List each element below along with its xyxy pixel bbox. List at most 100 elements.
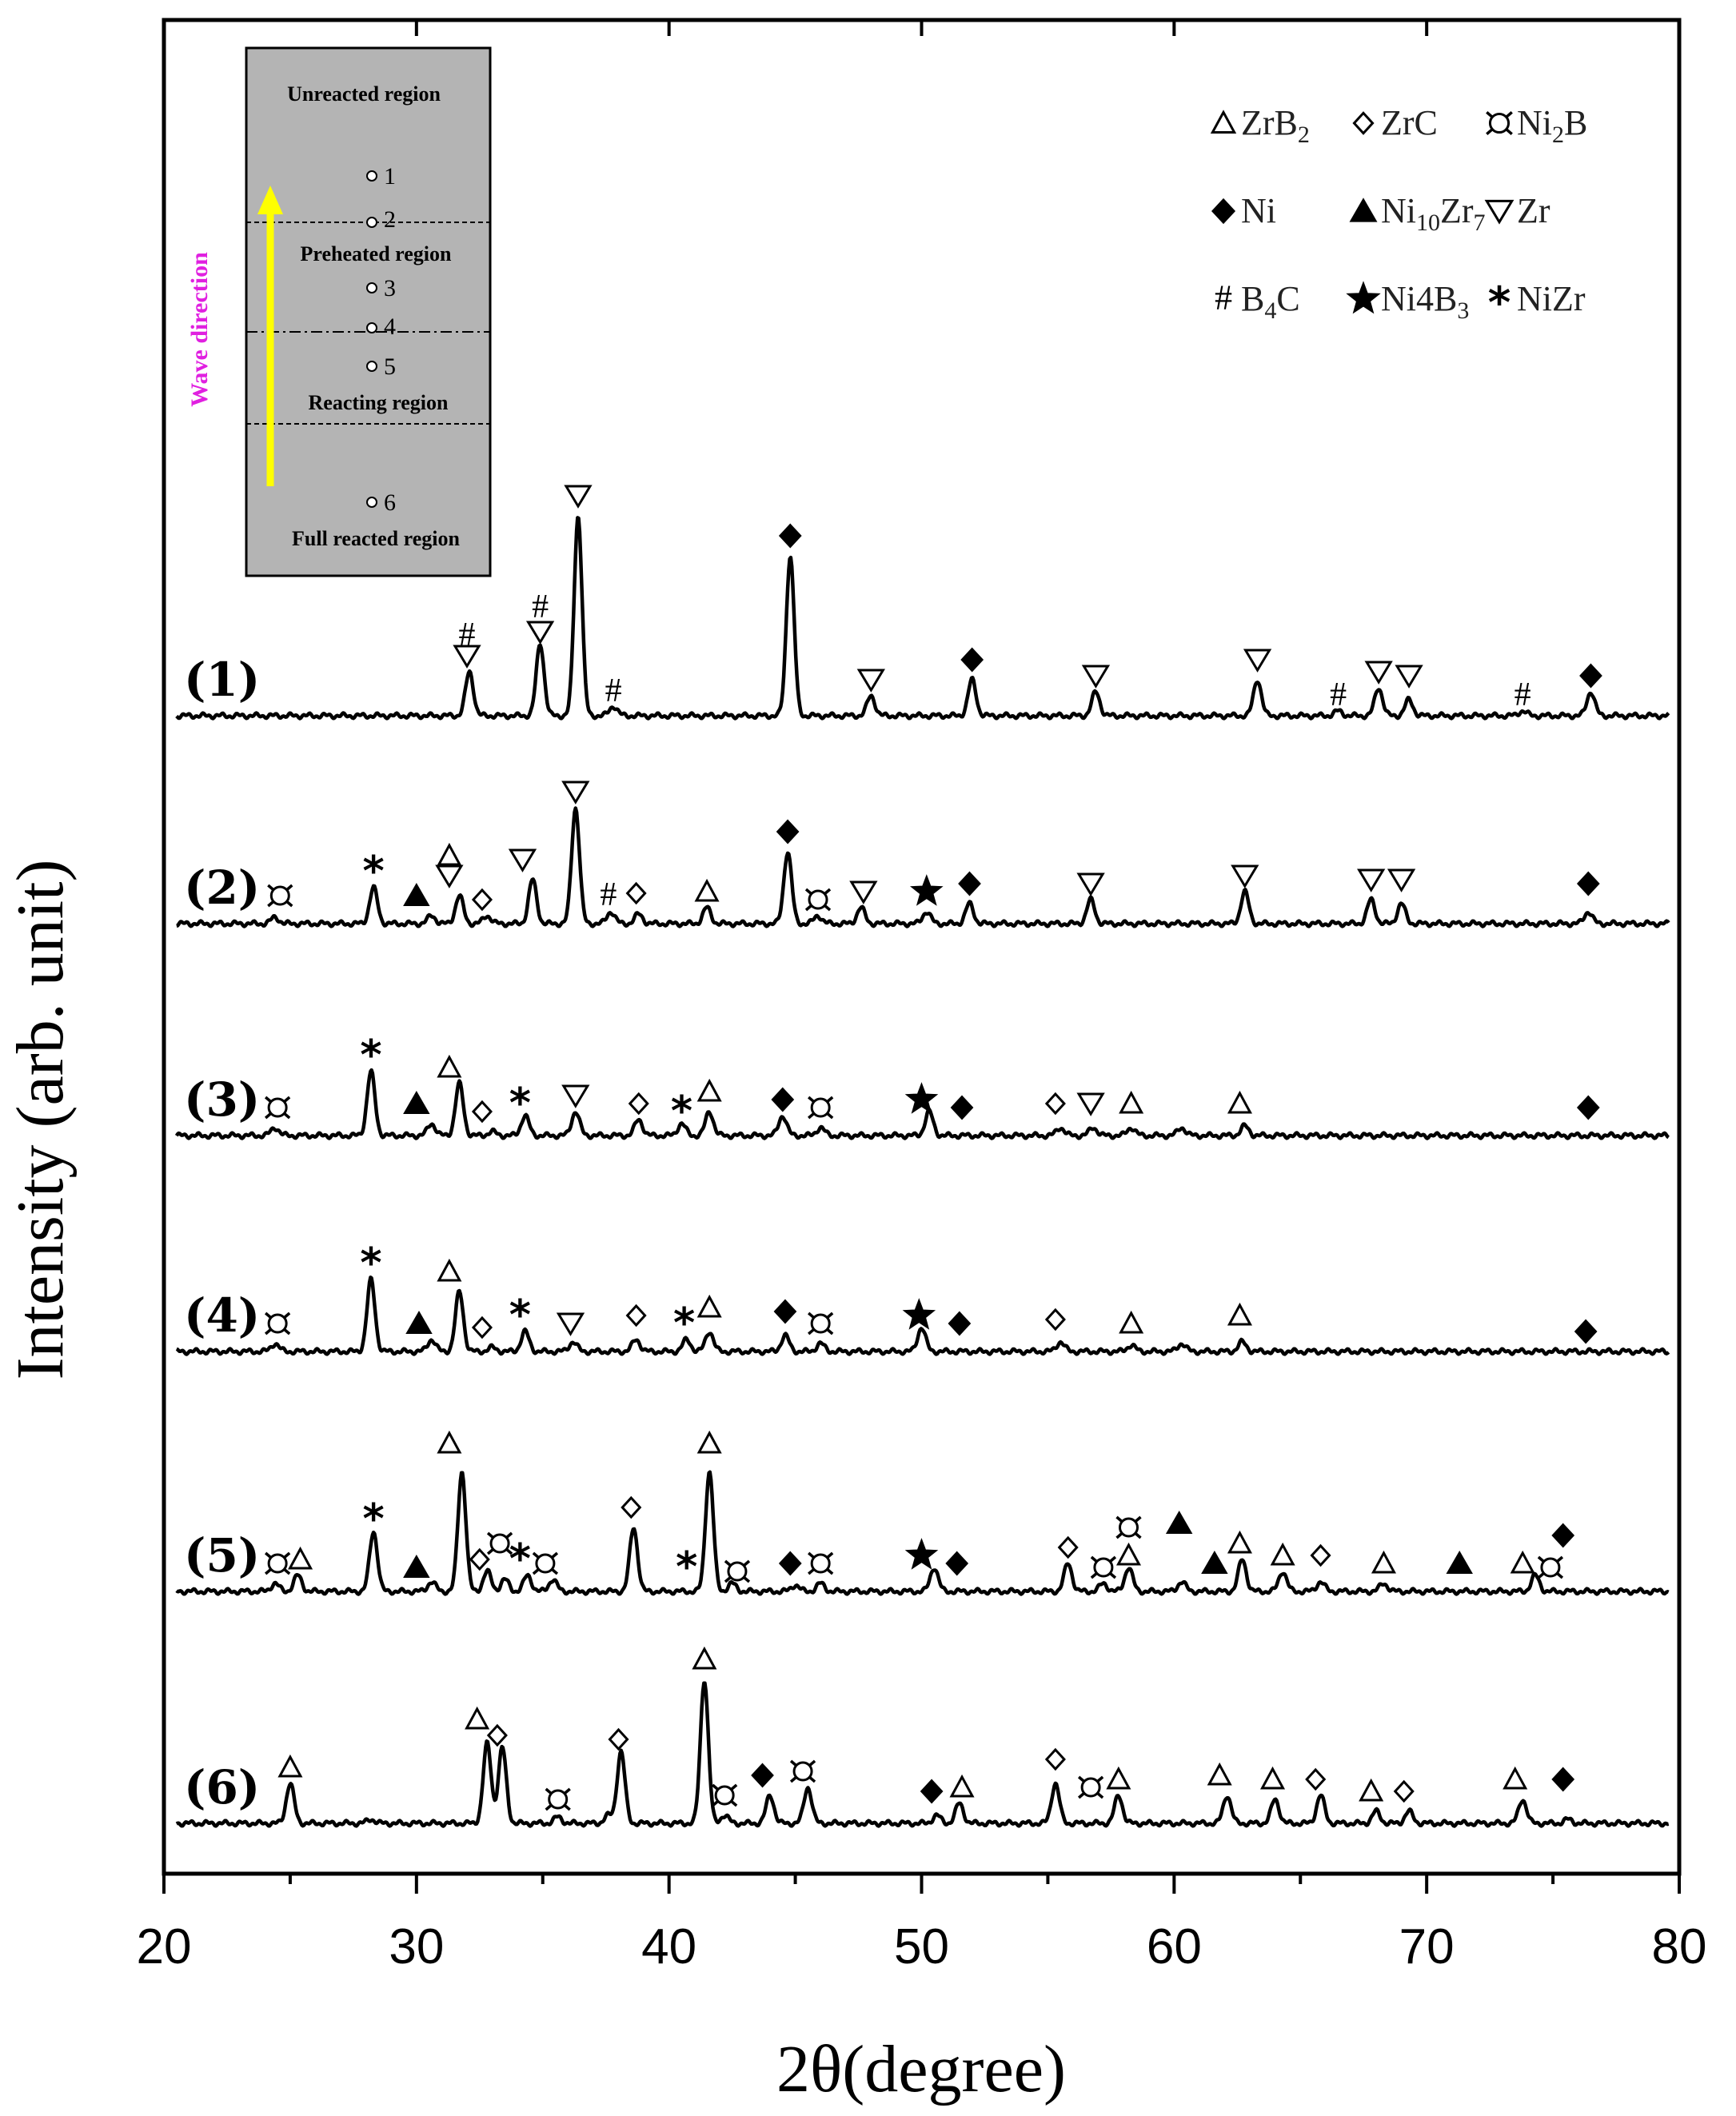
hash-marker-icon: #: [1330, 677, 1347, 713]
svg-text:6: 6: [384, 489, 396, 516]
tri-down-marker-icon: [1484, 199, 1515, 225]
legend-entry: Ni4B3: [1346, 279, 1469, 324]
diamond-open-marker-icon: [1044, 1092, 1066, 1116]
tri-down-marker-icon: [1076, 872, 1105, 896]
diamond-filled-marker-icon: [1576, 871, 1600, 896]
tri-open-marker-icon: [1503, 1766, 1528, 1790]
asterisk-marker-icon: *: [360, 1032, 381, 1080]
legend-entry: Ni10Zr7: [1349, 191, 1486, 236]
ni2b-marker-icon: [724, 1559, 751, 1583]
svg-text:*: *: [673, 1300, 695, 1347]
tri-open-marker-icon: [1227, 1530, 1252, 1554]
tri-filled-marker-icon: [403, 882, 430, 906]
tri-down-marker-icon: [849, 880, 878, 904]
svg-text:*: *: [363, 848, 385, 896]
diamond-open-marker-icon: [1057, 1535, 1079, 1559]
tri-open-marker-icon: [696, 1078, 722, 1102]
tri-open-marker-icon: [1259, 1766, 1286, 1790]
sample-label-5: (5): [184, 1528, 260, 1583]
tri-down-marker-icon: [1231, 864, 1259, 888]
tri-down-marker-icon: [564, 485, 593, 509]
diamond-open-marker-icon: [1044, 1308, 1066, 1331]
tri-open-marker-icon: [1210, 110, 1237, 134]
diamond-open-marker-icon: [628, 1092, 649, 1116]
diamond-filled-marker-icon: [960, 647, 984, 673]
legend-entry: Ni: [1211, 191, 1276, 230]
xrd-trace-4: [175, 1276, 1670, 1356]
tri-open-marker-icon: [696, 1294, 722, 1318]
tri-open-marker-icon: [694, 878, 720, 902]
ni2b-marker-icon: [264, 1551, 291, 1575]
legend-entry: ZrC: [1352, 103, 1438, 142]
legend-entry: * NiZr: [1488, 277, 1586, 328]
inset-region-label: Unreacted region: [287, 82, 441, 106]
svg-text:4: 4: [384, 313, 396, 340]
diamond-filled-marker-icon: [1551, 1523, 1575, 1548]
tri-down-marker-icon: [1081, 665, 1111, 689]
legend-entry: Ni2B: [1486, 103, 1587, 148]
tri-open-marker-icon: [1371, 1550, 1396, 1574]
svg-text:*: *: [1488, 277, 1511, 328]
inset-region-label: Reacting region: [309, 391, 449, 414]
diamond-filled-marker-icon: [778, 1551, 802, 1576]
tri-down-marker-icon: [1364, 661, 1393, 685]
asterisk-marker-icon: *: [360, 1240, 381, 1288]
asterisk-marker-icon: *: [509, 1535, 531, 1583]
xrd-trace-2: [175, 806, 1670, 928]
legend-label: B4C: [1241, 279, 1300, 324]
x-tick-label: 60: [1147, 1919, 1202, 1974]
asterisk-marker-icon: *: [676, 1543, 697, 1591]
tri-open-down-marker-icon: [1076, 1092, 1105, 1116]
legend-label: Ni: [1241, 191, 1276, 230]
legend-label: Ni4B3: [1381, 279, 1469, 324]
tri-down-marker-icon: [1243, 649, 1272, 673]
tri-open-marker-icon: [1106, 1766, 1131, 1790]
y-axis-title: Intensity (arb. unit): [3, 860, 78, 1380]
sample-label-4: (4): [184, 1288, 260, 1343]
ni2b-marker-icon: [1090, 1555, 1117, 1579]
inset-box: [245, 46, 492, 577]
tri-down-marker-icon: [1357, 868, 1386, 892]
tri-down-marker-icon: [1387, 868, 1416, 892]
svg-text:#: #: [532, 589, 549, 625]
asterisk-marker-icon: *: [1488, 277, 1511, 328]
tri-open-marker-icon: [1270, 1542, 1295, 1566]
diamond-open-marker-icon: [471, 1100, 493, 1124]
legend-label: Ni10Zr7: [1381, 191, 1486, 236]
svg-text:#: #: [1215, 278, 1232, 317]
svg-text:*: *: [509, 1292, 531, 1339]
ni2b-marker-icon: [1486, 111, 1513, 135]
x-tick-label: 40: [641, 1919, 696, 1974]
wave-direction-label: Wave direction: [186, 252, 213, 407]
diamond-open-marker-icon: [1393, 1779, 1415, 1803]
x-tick-label: 30: [389, 1919, 444, 1974]
tri-open-marker-icon: [465, 1706, 490, 1730]
xrd-trace-1: [175, 516, 1670, 721]
inset-point: 3: [366, 275, 396, 301]
tri-filled-marker-icon: [1446, 1550, 1473, 1574]
tri-down-marker-icon: [856, 669, 885, 693]
tri-filled-marker-icon: [403, 1090, 430, 1114]
tri-open-marker-icon: [277, 1754, 303, 1778]
tri-open-marker-icon: [1227, 1090, 1252, 1114]
star-marker-icon: [902, 1298, 936, 1330]
asterisk-marker-icon: *: [363, 1495, 385, 1543]
sample-label-3: (3): [184, 1072, 260, 1127]
legend-label: ZrC: [1381, 103, 1438, 142]
ni2b-marker-icon: [1537, 1555, 1564, 1579]
tri-open-marker-icon: [1119, 1090, 1144, 1114]
star-marker-icon: [904, 1538, 939, 1570]
legend: ZrB2 ZrC Ni2B Ni Ni10Zr7 Zr # B4C Ni4B3 * NiZr: [1210, 103, 1587, 328]
tri-open-marker-icon: [1119, 1310, 1144, 1334]
diamond-filled-marker-icon: [950, 1095, 974, 1120]
x-tick-label: 20: [137, 1919, 192, 1974]
tri-open-marker-icon: [949, 1774, 975, 1798]
xrd-trace-6: [175, 1681, 1670, 1828]
diamond-filled-marker-icon: [771, 1087, 795, 1112]
sample-labels: (1) (2) (3) (4) (5) (6): [184, 653, 260, 1815]
diamond-filled-marker-icon: [920, 1779, 944, 1804]
legend-label: Zr: [1517, 191, 1550, 230]
ni2b-marker-icon: [1077, 1775, 1104, 1799]
legend-entry: Zr: [1484, 191, 1550, 230]
diamond-filled-marker-icon: [751, 1763, 774, 1788]
